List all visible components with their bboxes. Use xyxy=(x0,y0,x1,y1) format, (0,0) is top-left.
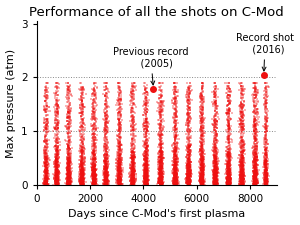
Title: Performance of all the shots on C-Mod: Performance of all the shots on C-Mod xyxy=(29,6,284,18)
Text: Previous record
    (2005): Previous record (2005) xyxy=(113,47,188,85)
Y-axis label: Max pressure (atm): Max pressure (atm) xyxy=(6,48,16,158)
Text: Record shot
  (2016): Record shot (2016) xyxy=(236,33,294,71)
X-axis label: Days since C-Mod's first plasma: Days since C-Mod's first plasma xyxy=(68,209,245,219)
